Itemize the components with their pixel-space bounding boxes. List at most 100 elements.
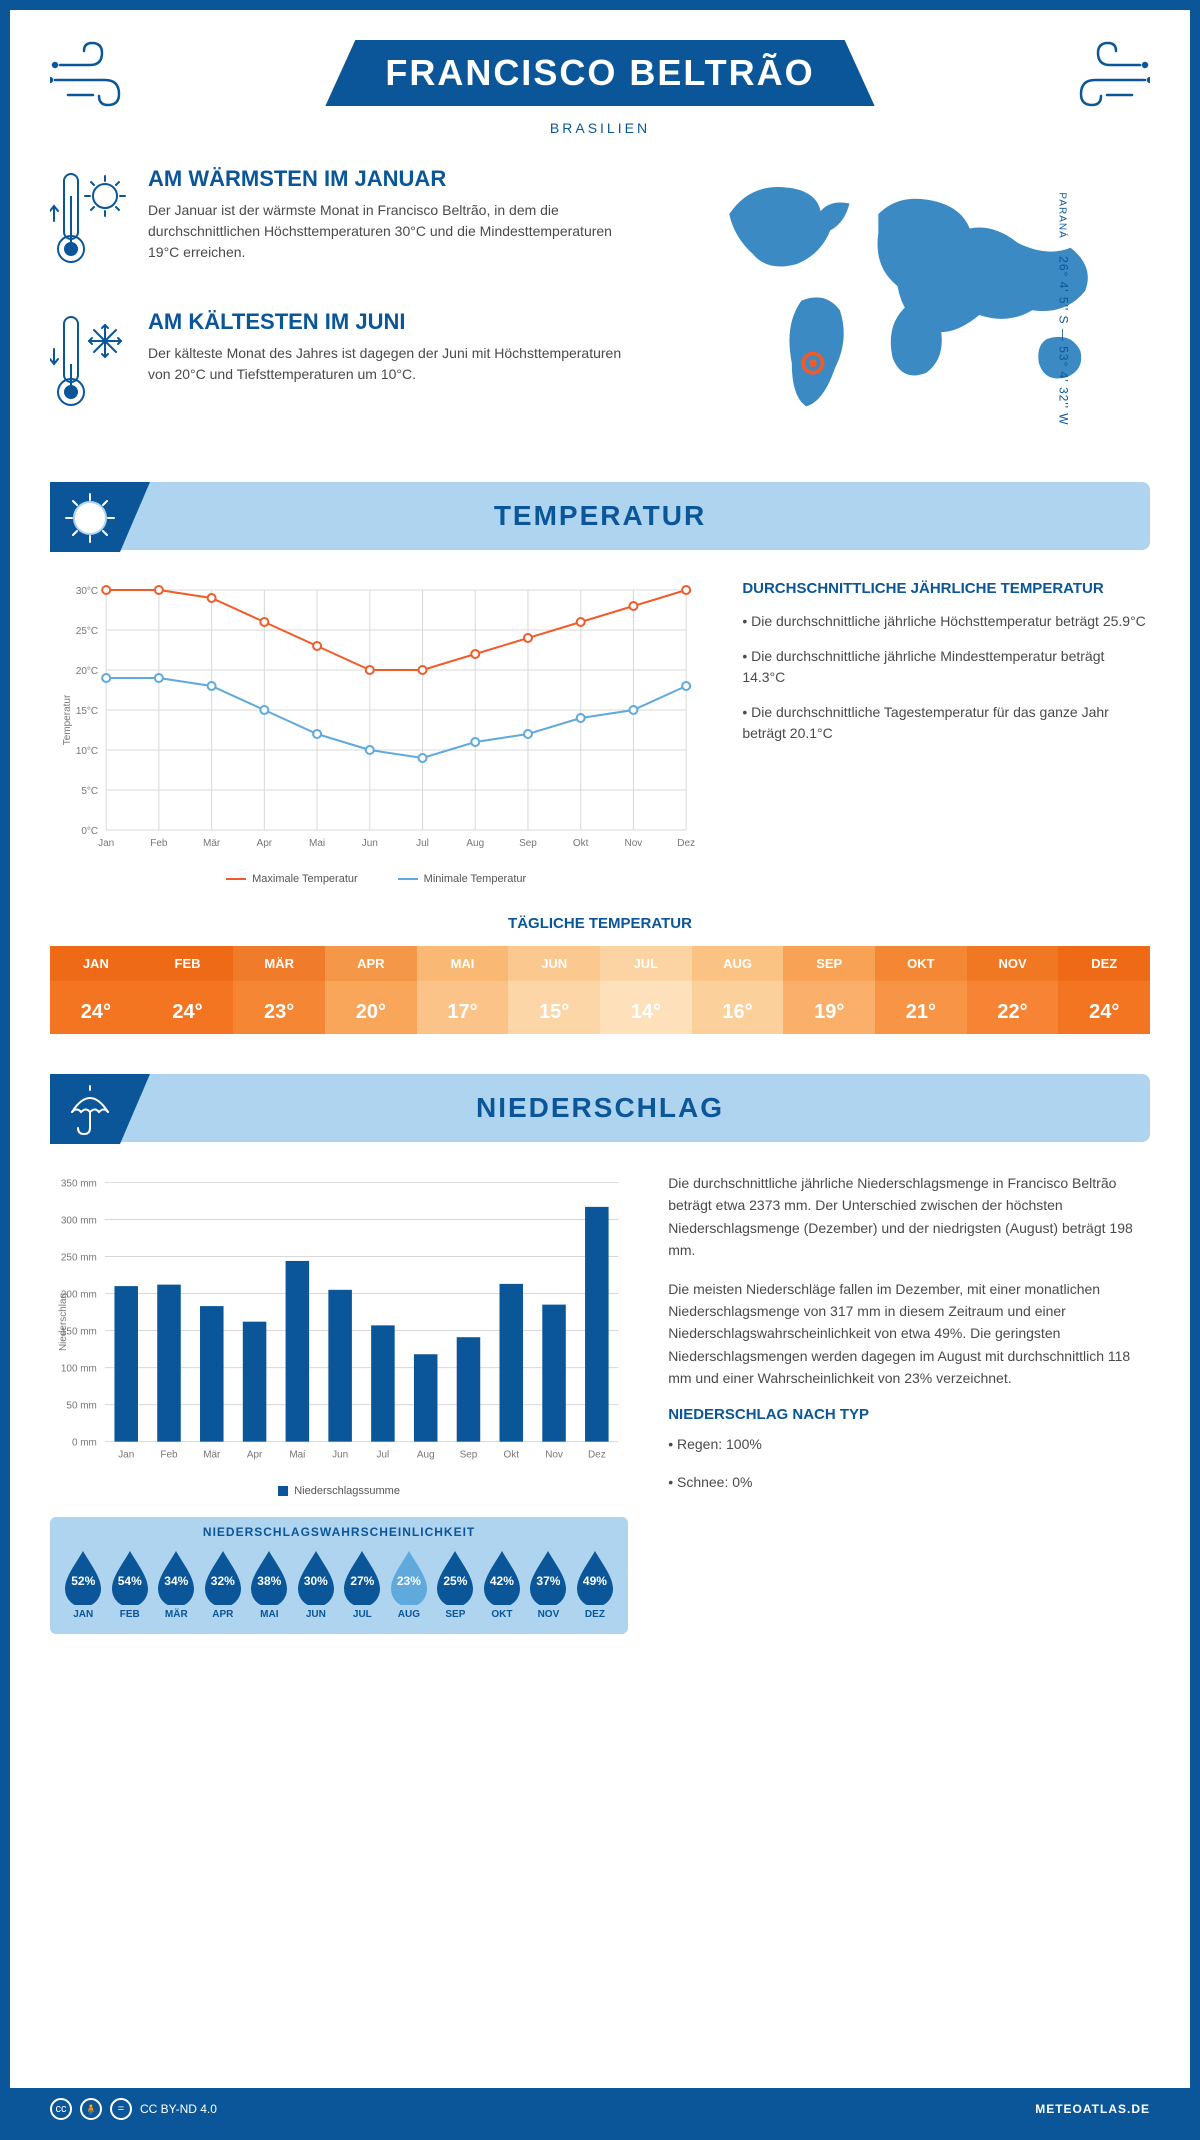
daily-value-cell: 22°: [967, 981, 1059, 1034]
daily-header-cell: APR: [325, 946, 417, 981]
daily-value-cell: 17°: [417, 981, 509, 1034]
warmest-text: Der Januar ist der wärmste Monat in Fran…: [148, 200, 634, 263]
wind-icon: [50, 40, 160, 115]
daily-value-cell: 20°: [325, 981, 417, 1034]
daily-value-cell: 23°: [233, 981, 325, 1034]
coords-value: 26° 4' 5'' S — 53° 4' 32'' W: [1056, 256, 1070, 425]
page: FRANCISCO BELTRÃO BRASILIEN AM WÄRMSTEN …: [0, 0, 1200, 2140]
probability-drop: 25%SEP: [432, 1549, 479, 1620]
header: FRANCISCO BELTRÃO BRASILIEN: [50, 40, 1150, 136]
footer: cc 🧍 = CC BY-ND 4.0 METEOATLAS.DE: [10, 2088, 1190, 2130]
avg-p2: • Die durchschnittliche jährliche Mindes…: [742, 646, 1150, 688]
precipitation-chart-panel: 0 mm50 mm100 mm150 mm200 mm250 mm300 mm3…: [50, 1172, 628, 1634]
page-title: FRANCISCO BELTRÃO: [385, 52, 814, 94]
avg-title: DURCHSCHNITTLICHE JÄHRLICHE TEMPERATUR: [742, 580, 1150, 597]
coords-label: PARANÁ 26° 4' 5'' S — 53° 4' 32'' W: [1056, 192, 1070, 425]
daily-value-cell: 19°: [783, 981, 875, 1034]
line-chart: 0°C5°C10°C15°C20°C25°C30°CJanFebMärAprMa…: [50, 580, 702, 860]
wind-icon: [1040, 40, 1150, 115]
umbrella-icon: [50, 1074, 150, 1144]
temperature-summary: DURCHSCHNITTLICHE JÄHRLICHE TEMPERATUR •…: [742, 580, 1150, 885]
daily-header-cell: OKT: [875, 946, 967, 981]
svg-text:10°C: 10°C: [76, 746, 98, 757]
coldest-title: AM KÄLTESTEN IM JUNI: [148, 309, 634, 335]
probability-drop: 32%APR: [200, 1549, 247, 1620]
svg-text:250 mm: 250 mm: [61, 1252, 97, 1263]
svg-text:300 mm: 300 mm: [61, 1215, 97, 1226]
daily-values-row: 24°24°23°20°17°15°14°16°19°21°22°24°: [50, 981, 1150, 1034]
svg-text:Nov: Nov: [625, 838, 643, 849]
svg-text:30°C: 30°C: [76, 586, 98, 597]
world-map-icon: [664, 166, 1150, 416]
probability-drop: 27%JUL: [339, 1549, 386, 1620]
warmest-block: AM WÄRMSTEN IM JANUAR Der Januar ist der…: [50, 166, 634, 281]
svg-text:Okt: Okt: [573, 838, 589, 849]
daily-title: TÄGLICHE TEMPERATUR: [50, 915, 1150, 932]
warmest-title: AM WÄRMSTEN IM JANUAR: [148, 166, 634, 192]
temperature-chart: 0°C5°C10°C15°C20°C25°C30°CJanFebMärAprMa…: [50, 580, 702, 885]
svg-text:Apr: Apr: [247, 1450, 263, 1461]
daily-header-cell: SEP: [783, 946, 875, 981]
region-label: PARANÁ: [1056, 192, 1067, 238]
legend-sum: Niederschlagssumme: [278, 1485, 400, 1497]
svg-text:50 mm: 50 mm: [66, 1401, 96, 1412]
probability-drop: 34%MÄR: [153, 1549, 200, 1620]
svg-text:Nov: Nov: [545, 1450, 563, 1461]
probability-drop: 42%OKT: [479, 1549, 526, 1620]
svg-text:Mai: Mai: [309, 838, 325, 849]
map-panel: PARANÁ 26° 4' 5'' S — 53° 4' 32'' W: [664, 166, 1150, 452]
daily-header-cell: NOV: [967, 946, 1059, 981]
svg-text:350 mm: 350 mm: [61, 1178, 97, 1189]
site-name: METEOATLAS.DE: [1035, 2102, 1150, 2116]
probability-drop: 52%JAN: [60, 1549, 107, 1620]
subtitle: BRASILIEN: [50, 120, 1150, 136]
daily-header-cell: AUG: [692, 946, 784, 981]
avg-p3: • Die durchschnittliche Tagestemperatur …: [742, 702, 1150, 744]
daily-header-cell: FEB: [142, 946, 234, 981]
thermometer-sun-icon: [50, 166, 130, 281]
probability-drop: 37%NOV: [525, 1549, 572, 1620]
svg-text:Aug: Aug: [417, 1450, 435, 1461]
svg-text:Feb: Feb: [150, 838, 168, 849]
daily-value-cell: 24°: [142, 981, 234, 1034]
chart-legend: Niederschlagssumme: [50, 1485, 628, 1497]
svg-text:Apr: Apr: [257, 838, 273, 849]
svg-text:Jun: Jun: [362, 838, 378, 849]
svg-text:Sep: Sep: [460, 1450, 478, 1461]
sun-icon: [50, 482, 150, 552]
svg-text:Jan: Jan: [118, 1450, 134, 1461]
daily-header-cell: MAI: [417, 946, 509, 981]
svg-text:Dez: Dez: [677, 838, 695, 849]
probability-drops: 52%JAN54%FEB34%MÄR32%APR38%MAI30%JUN27%J…: [60, 1549, 618, 1620]
svg-text:Okt: Okt: [504, 1450, 520, 1461]
svg-text:Sep: Sep: [519, 838, 537, 849]
svg-text:Niederschlag: Niederschlag: [58, 1293, 69, 1351]
section-bar-precipitation: NIEDERSCHLAG: [50, 1074, 1150, 1142]
chart-legend: Maximale Temperatur Minimale Temperatur: [50, 873, 702, 885]
legend-max: Maximale Temperatur: [226, 873, 358, 885]
probability-drop: 38%MAI: [246, 1549, 293, 1620]
precipitation-row: 0 mm50 mm100 mm150 mm200 mm250 mm300 mm3…: [50, 1172, 1150, 1634]
precip-p1: Die durchschnittliche jährliche Niedersc…: [668, 1172, 1150, 1262]
precip-p2: Die meisten Niederschläge fallen im Deze…: [668, 1278, 1150, 1390]
daily-header-cell: JUN: [508, 946, 600, 981]
svg-text:Mai: Mai: [289, 1450, 305, 1461]
probability-drop: 54%FEB: [107, 1549, 154, 1620]
daily-value-cell: 24°: [1058, 981, 1150, 1034]
svg-text:5°C: 5°C: [81, 786, 98, 797]
thermometer-snow-icon: [50, 309, 130, 424]
svg-text:Aug: Aug: [466, 838, 484, 849]
intro-left: AM WÄRMSTEN IM JANUAR Der Januar ist der…: [50, 166, 634, 452]
svg-text:100 mm: 100 mm: [61, 1364, 97, 1375]
daily-value-cell: 24°: [50, 981, 142, 1034]
svg-text:Dez: Dez: [588, 1450, 606, 1461]
probability-drop: 49%DEZ: [572, 1549, 619, 1620]
svg-text:0 mm: 0 mm: [72, 1438, 97, 1449]
svg-text:Mär: Mär: [203, 838, 221, 849]
bytype-title: NIEDERSCHLAG NACH TYP: [668, 1406, 1150, 1423]
license-block: cc 🧍 = CC BY-ND 4.0: [50, 2098, 217, 2120]
svg-text:20°C: 20°C: [76, 666, 98, 677]
bar-chart: 0 mm50 mm100 mm150 mm200 mm250 mm300 mm3…: [50, 1172, 628, 1472]
nd-icon: =: [110, 2098, 132, 2120]
svg-text:15°C: 15°C: [76, 706, 98, 717]
